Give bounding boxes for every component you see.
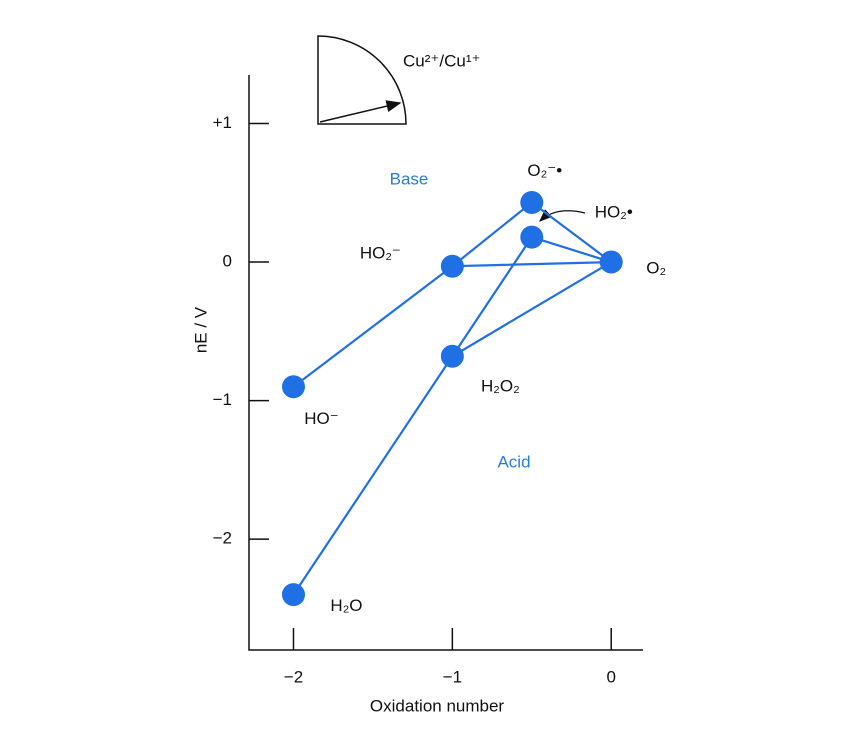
species-label: H₂O [330, 596, 362, 615]
x-tick-label: −1 [443, 667, 462, 686]
species-point [440, 254, 464, 278]
y-tick-label: −1 [213, 390, 232, 409]
y-tick-label: −2 [213, 529, 232, 548]
series-line [292, 235, 614, 596]
x-tick-label: −2 [284, 667, 303, 686]
y-tick-label: 0 [223, 252, 232, 271]
inset-icon [317, 35, 407, 125]
annotation-arrow [539, 209, 586, 222]
species-label: O₂⁻• [527, 161, 562, 180]
region-label: Acid [497, 452, 530, 471]
axes [248, 75, 643, 651]
species-label: O₂ [646, 259, 666, 278]
species-label: HO₂• [595, 203, 633, 222]
y-axis-label: nE / V [191, 306, 210, 353]
species-point [520, 190, 544, 214]
species-point [520, 225, 544, 249]
inset-label: Cu²⁺/Cu¹⁺ [403, 51, 480, 70]
x-tick-label: 0 [606, 667, 615, 686]
region-label: Base [390, 169, 429, 188]
species-point [440, 344, 464, 368]
species-point [281, 375, 305, 399]
species-point [281, 583, 305, 607]
species-point [599, 250, 623, 274]
x-axis-label: Oxidation number [370, 696, 505, 715]
y-tick-label: +1 [213, 113, 232, 132]
species-label: HO⁻ [304, 409, 338, 428]
species-label: H₂O₂ [481, 377, 520, 396]
species-label: HO₂⁻ [360, 244, 401, 263]
